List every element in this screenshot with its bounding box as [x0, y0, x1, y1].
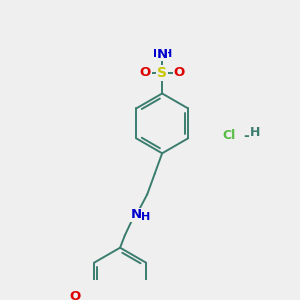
Text: H: H	[141, 212, 150, 222]
Text: S: S	[157, 66, 167, 80]
Text: O: O	[173, 66, 184, 80]
Text: H: H	[250, 126, 260, 139]
Text: -: -	[243, 128, 249, 142]
Text: N: N	[157, 48, 168, 61]
Text: Cl: Cl	[223, 129, 236, 142]
Text: O: O	[140, 66, 151, 80]
Text: H: H	[163, 49, 172, 59]
Text: H: H	[153, 49, 162, 59]
Text: O: O	[70, 290, 81, 300]
Text: N: N	[130, 208, 142, 221]
